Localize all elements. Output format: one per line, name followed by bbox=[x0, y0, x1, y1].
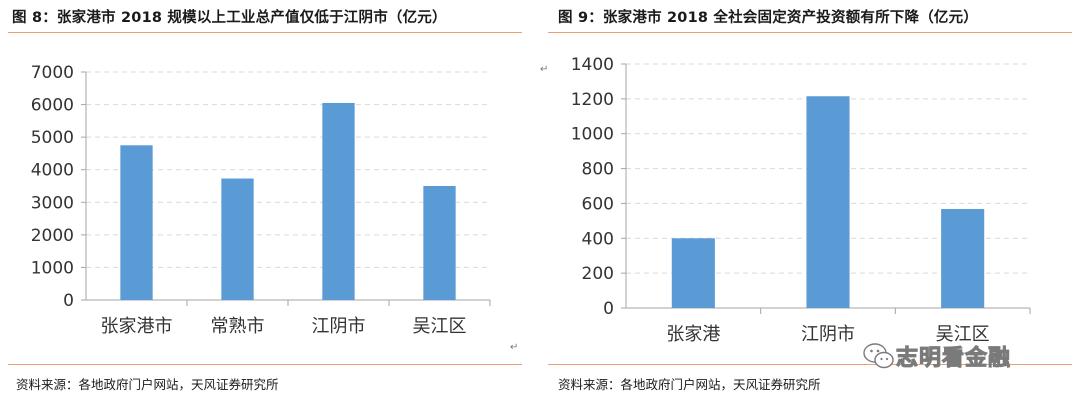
y-tick-label: 2000 bbox=[31, 226, 74, 246]
bar-常熟市 bbox=[221, 178, 254, 300]
y-tick-label: 800 bbox=[582, 160, 614, 180]
y-tick-label: 6000 bbox=[31, 96, 74, 116]
x-category-label: 吴江区 bbox=[413, 316, 467, 337]
figure-9-panel: 图 9：张家港市 2018 全社会固定资产投资额有所下降（亿元） ↵ 0 200 4… bbox=[540, 0, 1080, 402]
x-category-label: 江阴市 bbox=[312, 316, 366, 337]
bar-张家港 bbox=[671, 238, 715, 308]
y-tick-label: 600 bbox=[582, 194, 614, 214]
wechat-icon bbox=[863, 343, 894, 369]
y-tick-label: 1000 bbox=[571, 125, 614, 145]
title-rule bbox=[8, 32, 522, 33]
figure-8-bar-chart: 0 1000 2000 3000 4000 5000 6000 7000 张家港市 常熟市 江阴市 吴… bbox=[31, 63, 491, 337]
bar-吴江区 bbox=[423, 186, 456, 300]
bar-吴江区 bbox=[941, 209, 985, 308]
y-tick-label: 3000 bbox=[31, 193, 74, 213]
x-category-label: 张家港市 bbox=[101, 316, 173, 337]
figure-8-panel: 图 8：张家港市 2018 规模以上工业总产值仅低于江阴市（亿元） 0 1000 2… bbox=[0, 0, 530, 402]
source-rule bbox=[548, 364, 1072, 365]
paragraph-mark: ↵ bbox=[510, 342, 519, 353]
y-tick-label: 7000 bbox=[31, 63, 74, 83]
y-tick-label: 4000 bbox=[31, 161, 74, 181]
title-rule bbox=[548, 32, 1072, 33]
figure-9-title: 图 9：张家港市 2018 全社会固定资产投资额有所下降（亿元） bbox=[558, 10, 978, 26]
figure-8-title: 图 8：张家港市 2018 规模以上工业总产值仅低于江阴市（亿元） bbox=[12, 10, 447, 26]
bar-江阴市 bbox=[806, 96, 850, 308]
y-tick-label: 400 bbox=[582, 229, 614, 249]
figure-8-source: 资料来源：各地政府门户网站，天风证券研究所 bbox=[16, 377, 279, 392]
y-tick-label: 0 bbox=[63, 291, 74, 311]
figure-9-bar-chart: 0 200 400 600 800 1000 1200 1400 张家港 江阴市 吴江区 bbox=[571, 55, 1031, 345]
y-tick-label: 0 bbox=[603, 299, 614, 319]
y-tick-label: 5000 bbox=[31, 128, 74, 148]
paragraph-mark: ↵ bbox=[540, 64, 549, 75]
y-tick-label: 200 bbox=[582, 264, 614, 284]
watermark-text: 志明看金融 bbox=[895, 346, 1012, 372]
y-tick-label: 1200 bbox=[571, 90, 614, 110]
y-tick-label: 1000 bbox=[31, 258, 74, 278]
bar-江阴市 bbox=[322, 102, 355, 300]
bar-张家港市 bbox=[120, 145, 153, 300]
source-rule bbox=[8, 364, 522, 365]
x-category-label: 吴江区 bbox=[936, 324, 990, 345]
x-category-label: 张家港 bbox=[666, 324, 720, 345]
x-category-label: 常熟市 bbox=[211, 316, 265, 337]
figure-9-source: 资料来源：各地政府门户网站，天风证券研究所 bbox=[558, 377, 821, 392]
y-tick-label: 1400 bbox=[571, 55, 614, 75]
wechat-watermark: 志明看金融 bbox=[862, 338, 1072, 374]
x-category-label: 江阴市 bbox=[801, 324, 855, 345]
